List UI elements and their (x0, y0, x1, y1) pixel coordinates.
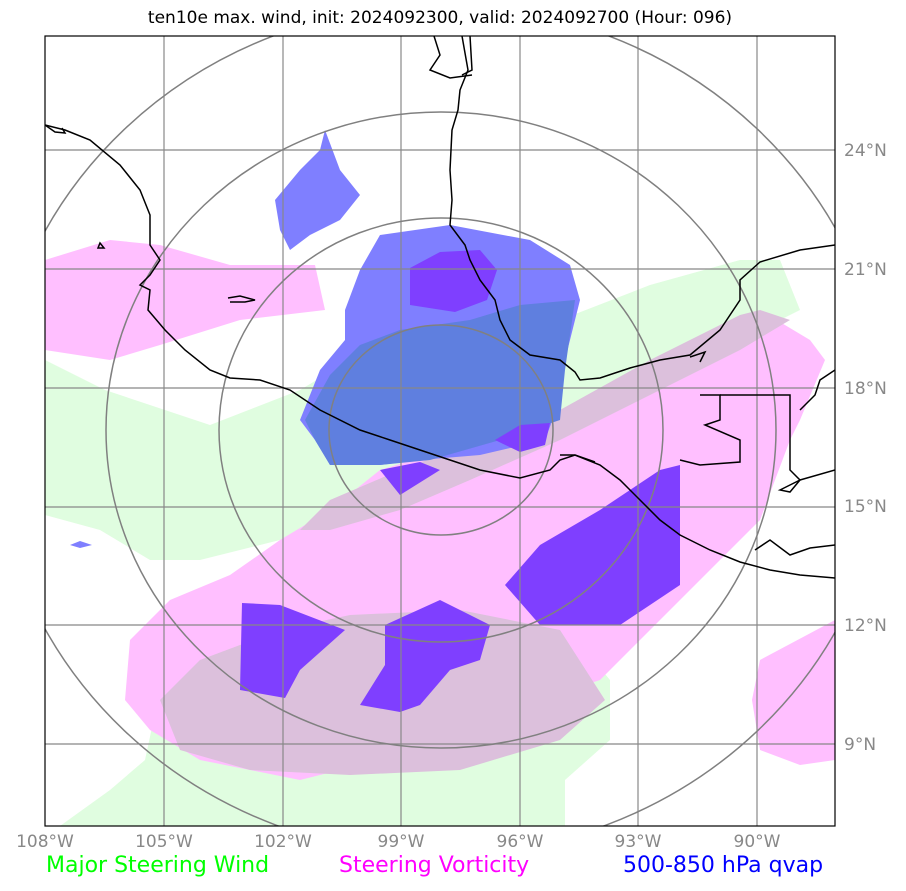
legend-steering-wind: Major Steering Wind (46, 853, 270, 878)
coastline (45, 36, 835, 579)
x-tick-label: 93°W (614, 832, 662, 852)
map-title: ten10e max. wind, init: 2024092300, vali… (147, 8, 733, 28)
y-tick-label: 24°N (844, 141, 887, 161)
x-tick-label: 90°W (733, 832, 781, 852)
qvap-core-east (505, 465, 680, 625)
x-tick-label: 102°W (254, 832, 312, 852)
y-tick-label: 15°N (844, 497, 887, 517)
qvap-core-mid (380, 462, 440, 495)
vorticity-region-west (45, 240, 325, 360)
range-rings (45, 36, 835, 826)
x-tick-label: 99°W (377, 832, 425, 852)
qvap-core-southwest (240, 603, 345, 698)
qvap-core-north (410, 250, 497, 312)
qvap-region-small (70, 541, 92, 548)
qvap-region-north (275, 130, 360, 250)
y-tick-label: 18°N (844, 379, 887, 399)
x-tick-label: 96°W (496, 832, 544, 852)
qvap-core-mid2 (495, 423, 550, 452)
legend-steering-vorticity: Steering Vorticity (339, 853, 530, 878)
legend-qvap: 500-850 hPa qvap (623, 853, 824, 878)
graticule (45, 36, 835, 826)
map-frame (44, 35, 836, 827)
x-tick-label: 105°W (135, 832, 193, 852)
qvap-core-south (360, 600, 490, 712)
y-tick-label: 9°N (844, 735, 877, 755)
qvap-overlap-region (305, 300, 575, 465)
y-tick-label: 21°N (844, 260, 887, 280)
y-tick-label: 12°N (844, 616, 887, 636)
x-tick-label: 108°W (16, 832, 74, 852)
